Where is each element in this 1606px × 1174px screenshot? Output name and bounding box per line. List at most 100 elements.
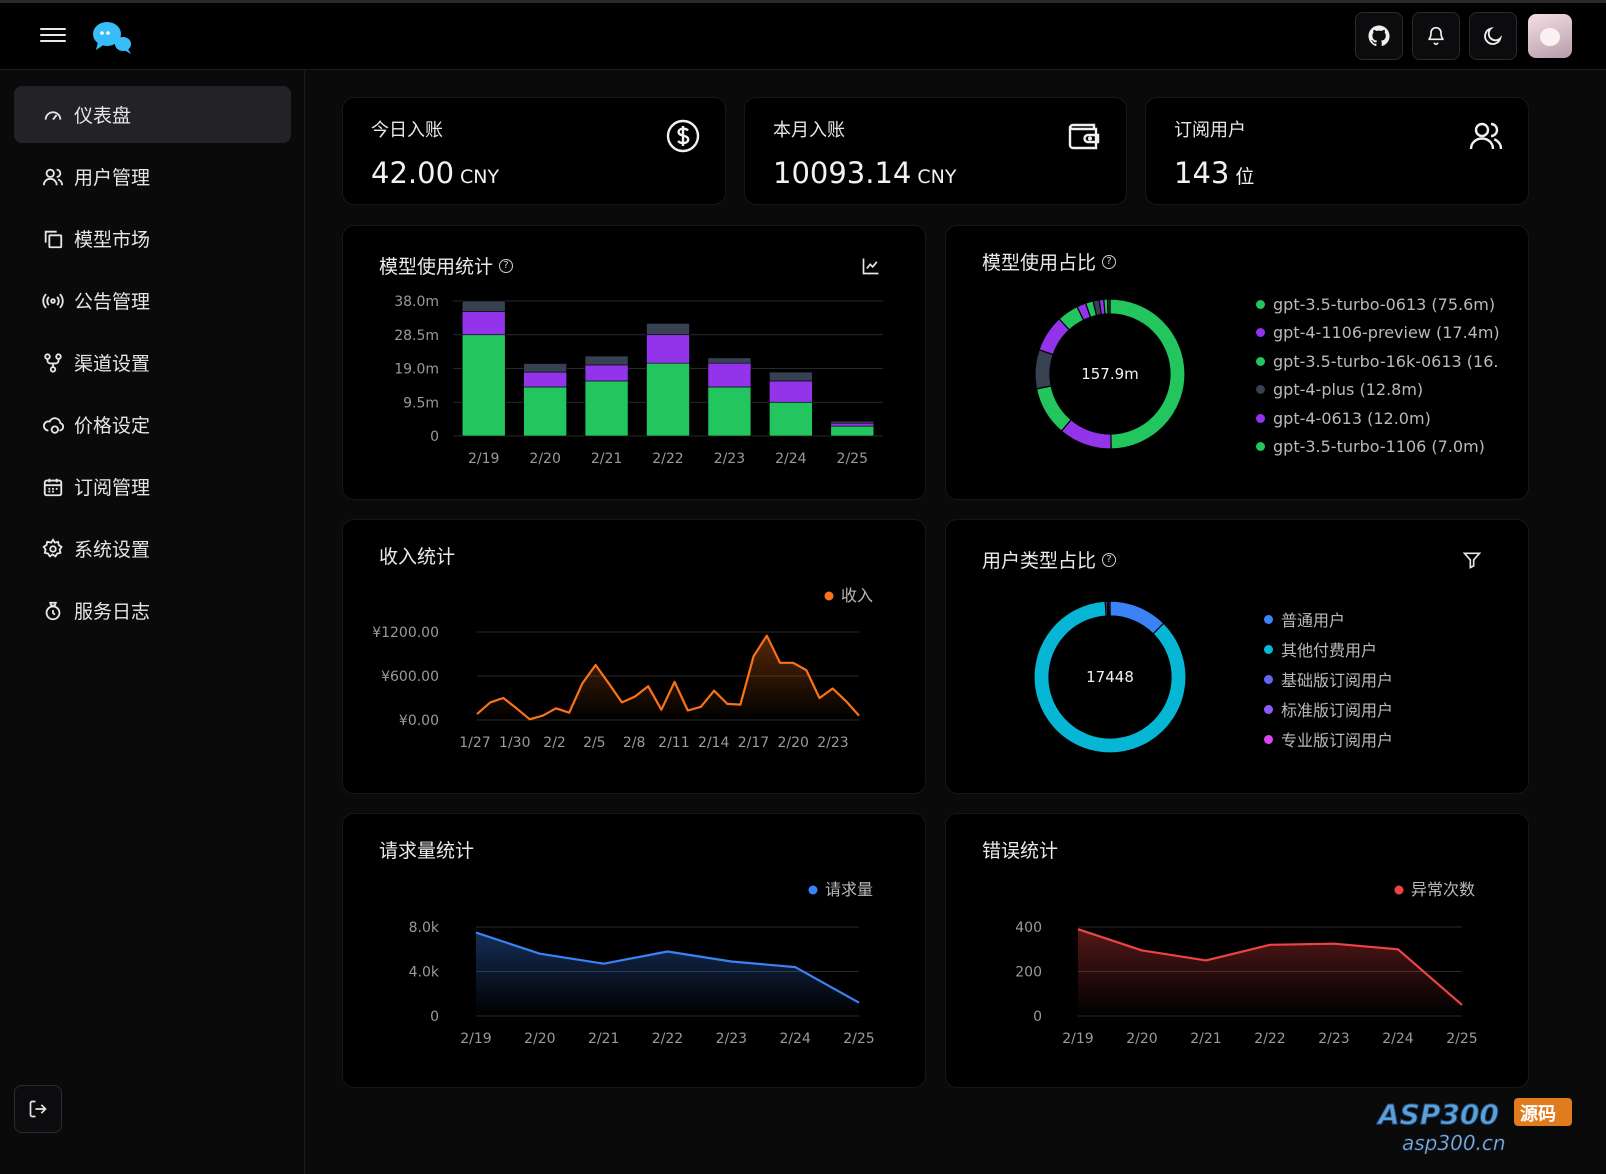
model-usage-chart: 38.0m 28.5m 19.0m 9.5m 0 2/19 2/20 2/21 2/22 2/23…	[394, 294, 883, 467]
bar-segment	[769, 371, 813, 382]
legend-item[interactable]: gpt-4-1106-preview (17.4m)	[1256, 319, 1516, 348]
model-share-legend: gpt-3.5-turbo-0613 (75.6m) gpt-4-1106-pre…	[1256, 290, 1516, 461]
legend-dot	[808, 885, 818, 895]
sidebar-item-label: 公告管理	[74, 291, 151, 313]
logout-button[interactable]	[14, 1085, 62, 1133]
errors-card: 错误统计 400 200 0 2/19 2/20 2/21 2/22 2/23 2/24 2/25…	[945, 813, 1529, 1088]
sidebar-item-users[interactable]: 用户管理	[14, 148, 291, 205]
sidebar-item-label: 渠道设置	[74, 353, 151, 375]
bar-segment	[461, 311, 506, 336]
sidebar-item-channels[interactable]: 渠道设置	[14, 334, 291, 391]
sidebar-item-system-settings[interactable]: 系统设置	[14, 520, 291, 577]
legend-label: 请求量	[825, 880, 873, 899]
pie-slice	[1106, 298, 1111, 315]
x-tick-label: 2/24	[1382, 1031, 1414, 1047]
legend-item[interactable]: 其他付费用户	[1264, 634, 1504, 664]
x-tick-label: 2/19	[468, 451, 499, 467]
card-title: 用户类型占比?	[982, 546, 1117, 573]
legend-dot	[1264, 734, 1273, 744]
legend-item[interactable]: gpt-4-0613 (12.0m)	[1256, 404, 1516, 433]
svg-text:ASP300: ASP300	[1376, 1098, 1499, 1131]
legend-dot	[1256, 385, 1265, 395]
moon-icon	[1484, 26, 1503, 45]
log-icon	[45, 601, 61, 620]
bar-segment	[584, 364, 629, 382]
help-icon[interactable]: ?	[499, 258, 514, 273]
user-avatar[interactable]	[1528, 14, 1572, 58]
y-tick-label: 28.5m	[394, 328, 439, 344]
y-tick-label: ¥600.00	[381, 669, 439, 685]
card-title: 模型使用占比?	[982, 248, 1117, 275]
user-type-legend: 普通用户其他付费用户 基础版订阅用户标准版订阅用户 专业版订阅用户	[1264, 604, 1504, 754]
sidebar-item-subscriptions[interactable]: 订阅管理	[14, 458, 291, 515]
filter-icon[interactable]	[1462, 550, 1482, 570]
legend-item[interactable]: 普通用户	[1264, 604, 1504, 634]
y-tick-label: 38.0m	[394, 294, 439, 310]
series-line	[476, 634, 860, 721]
legend-item[interactable]: gpt-3.5-turbo-16k-0613 (16.	[1256, 347, 1516, 376]
help-icon[interactable]: ?	[1102, 254, 1117, 269]
line-chart-icon[interactable]	[861, 256, 881, 276]
legend-dot	[1256, 442, 1265, 452]
bar-segment	[646, 323, 690, 336]
errors-chart: 400 200 0 2/19 2/20 2/21 2/22 2/23 2/24 2/25 异常次数	[1015, 880, 1477, 1047]
legend-item[interactable]: gpt-3.5-turbo-1106 (7.0m)	[1256, 433, 1516, 462]
sidebar-item-service-logs[interactable]: 服务日志	[14, 582, 291, 639]
users-icon	[1469, 122, 1503, 150]
theme-toggle-button[interactable]	[1469, 12, 1517, 60]
github-icon	[1368, 25, 1390, 47]
pie-slice	[1035, 385, 1072, 432]
x-tick-label: 2/23	[714, 451, 745, 467]
notifications-button[interactable]	[1412, 12, 1460, 60]
x-tick-label: 2/2	[543, 735, 566, 751]
income-chart: ¥1200.00 ¥600.00 ¥0.00 1/27 1/30 2/2 2/5 2/8 2/1…	[372, 586, 873, 751]
requests-chart: 8.0k 4.0k 0 2/19 2/20 2/21 2/22 2/23 2/24 2/25 请求量	[409, 880, 875, 1047]
legend-item[interactable]: gpt-4-plus (12.8m)	[1256, 376, 1516, 405]
user-type-card: 用户类型占比? 17448 普通用户 其他付费用户 基础版订阅用户 标准版订阅用户 专业…	[945, 519, 1529, 794]
menu-toggle-button[interactable]	[40, 24, 66, 46]
github-button[interactable]	[1355, 12, 1403, 60]
x-tick-label: 2/25	[837, 451, 868, 467]
logout-icon	[29, 1100, 47, 1118]
legend-item[interactable]: 标准版订阅用户	[1264, 694, 1504, 724]
pie-slice	[1109, 600, 1165, 635]
x-tick-label: 2/19	[460, 1031, 491, 1047]
svg-text:源码: 源码	[1520, 1103, 1556, 1125]
x-tick-label: 1/30	[499, 735, 530, 751]
x-tick-label: 2/14	[698, 735, 730, 751]
hamburger-icon	[40, 28, 66, 30]
y-tick-label: 200	[1015, 965, 1042, 981]
bar-segment	[461, 300, 506, 312]
sidebar-item-announcements[interactable]: 公告管理	[14, 272, 291, 329]
x-tick-label: 2/24	[779, 1031, 811, 1047]
legend-label: gpt-4-0613 (12.0m)	[1273, 408, 1431, 428]
calendar-icon	[43, 478, 63, 496]
legend-dot	[824, 591, 834, 601]
bar-segment	[523, 371, 567, 388]
legend-item[interactable]: 专业版订阅用户	[1264, 724, 1504, 754]
legend-item[interactable]: gpt-3.5-turbo-0613 (75.6m)	[1256, 290, 1516, 319]
y-tick-label: 8.0k	[409, 920, 440, 936]
x-tick-label: 2/5	[583, 735, 606, 751]
legend-dot	[1256, 413, 1265, 423]
card-title: 收入统计	[379, 546, 456, 568]
sidebar-item-dashboard[interactable]: 仪表盘	[14, 86, 291, 143]
legend-item[interactable]: 基础版订阅用户	[1264, 664, 1504, 694]
x-tick-label: 2/17	[738, 735, 769, 751]
sidebar: 仪表盘 用户管理 模型市场 公告管理 渠道设置 价格设定 订阅管理 系统设置 服…	[0, 70, 305, 1174]
series-line	[475, 931, 860, 1004]
sidebar-item-model-market[interactable]: 模型市场	[14, 210, 291, 267]
legend-dot	[1394, 885, 1404, 895]
help-icon[interactable]: ?	[1102, 552, 1117, 567]
sidebar-item-label: 用户管理	[74, 167, 151, 189]
sidebar-item-label: 订阅管理	[74, 477, 151, 499]
legend-dot	[1264, 644, 1273, 654]
x-tick-label: 2/25	[1446, 1031, 1477, 1047]
sidebar-item-label: 模型市场	[74, 229, 151, 251]
y-tick-label: 19.0m	[394, 362, 439, 378]
legend-label: 其他付费用户	[1281, 641, 1378, 660]
x-tick-label: 2/23	[817, 735, 848, 751]
sidebar-item-pricing[interactable]: 价格设定	[14, 396, 291, 453]
legend-label: 基础版订阅用户	[1281, 671, 1394, 690]
x-tick-label: 2/24	[775, 451, 807, 467]
